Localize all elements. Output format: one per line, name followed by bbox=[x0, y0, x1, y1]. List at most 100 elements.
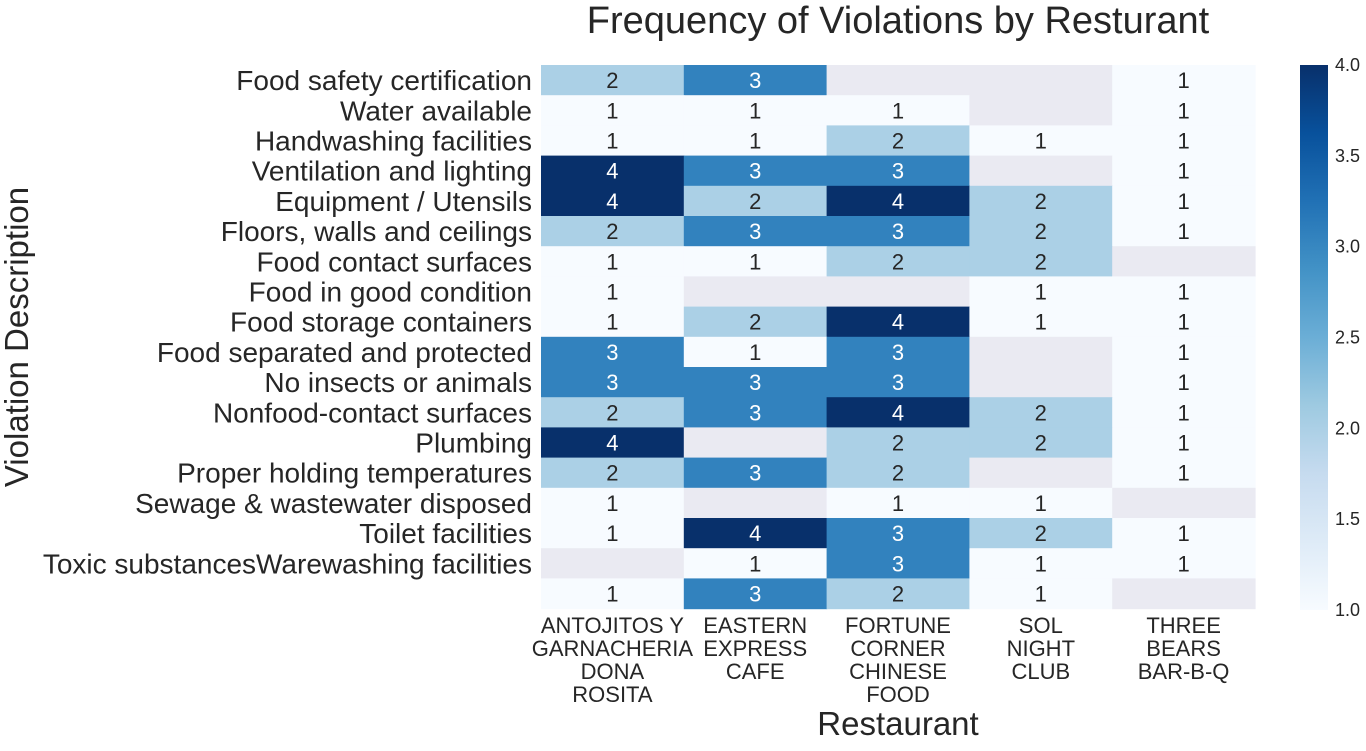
heatmap-cell bbox=[683, 155, 828, 187]
heatmap-cell bbox=[826, 216, 970, 247]
heatmap-cell bbox=[969, 367, 1113, 398]
colorbar-tick-label: 1.0 bbox=[1335, 600, 1360, 620]
cell-value-label: 1 bbox=[1177, 461, 1189, 486]
cell-value-label: 1 bbox=[1177, 129, 1189, 154]
cell-value-label: 4 bbox=[749, 521, 761, 546]
x-tick-label: EASTERN EXPRESS CAFE bbox=[703, 613, 807, 684]
cell-value-label: 3 bbox=[892, 551, 904, 576]
heatmap-cell bbox=[683, 276, 828, 308]
heatmap-cell bbox=[683, 367, 828, 398]
heatmap-cell bbox=[683, 487, 828, 519]
cell-value-label: 1 bbox=[749, 98, 761, 123]
cell-value-label: 3 bbox=[749, 582, 761, 607]
cell-value-label: 1 bbox=[606, 280, 618, 305]
heatmap-cell bbox=[969, 185, 1113, 217]
cell-value-label: 2 bbox=[749, 189, 761, 214]
y-tick-label: Toxic substancesWarewashing facilities bbox=[43, 548, 532, 579]
cell-value-label: 2 bbox=[892, 431, 904, 456]
heatmap-cell bbox=[1112, 95, 1256, 126]
heatmap-cell bbox=[683, 397, 828, 428]
cell-value-label: 1 bbox=[1177, 310, 1189, 335]
x-tick-label: SOL NIGHT CLUB bbox=[1007, 613, 1075, 684]
heatmap-cell bbox=[541, 336, 685, 368]
cell-value-label: 2 bbox=[606, 219, 618, 244]
y-tick-label: Food in good condition bbox=[249, 277, 532, 308]
heatmap-cell bbox=[683, 457, 828, 489]
heatmap-cell bbox=[826, 306, 970, 338]
heatmap-cell bbox=[969, 518, 1113, 549]
heatmap-cell bbox=[826, 65, 970, 96]
cell-value-label: 3 bbox=[749, 68, 761, 93]
cell-value-label: 1 bbox=[606, 491, 618, 516]
heatmap-cell bbox=[541, 457, 685, 489]
cell-value-label: 1 bbox=[1177, 98, 1189, 123]
heatmap-cell bbox=[683, 427, 828, 459]
cell-value-label: 3 bbox=[749, 400, 761, 425]
heatmap-cell bbox=[683, 216, 828, 247]
cell-value-label: 1 bbox=[1035, 551, 1047, 576]
heatmap-cell bbox=[541, 548, 685, 579]
heatmap-cell bbox=[969, 457, 1113, 489]
heatmap-cell bbox=[826, 397, 970, 428]
heatmap-cell bbox=[541, 427, 685, 459]
heatmap-cell bbox=[826, 548, 970, 579]
heatmap-cell bbox=[826, 125, 970, 157]
heatmap-cell bbox=[969, 306, 1113, 338]
cell-value-label: 1 bbox=[892, 98, 904, 123]
cell-value-label: 4 bbox=[892, 189, 904, 214]
cell-value-label: 3 bbox=[749, 370, 761, 395]
y-tick-label: Sewage & wastewater disposed bbox=[135, 488, 532, 519]
heatmap-cell bbox=[1112, 306, 1256, 338]
colorbar-tick-label: 3.0 bbox=[1335, 237, 1360, 257]
cell-value-label: 1 bbox=[749, 129, 761, 154]
cell-value-label: 2 bbox=[1035, 219, 1047, 244]
heatmap-cell bbox=[683, 306, 828, 338]
cell-value-label: 1 bbox=[1035, 280, 1047, 305]
heatmap-cell bbox=[826, 518, 970, 549]
heatmap-cell bbox=[826, 487, 970, 519]
cell-value-label: 3 bbox=[892, 219, 904, 244]
heatmap-cell bbox=[683, 548, 828, 579]
y-tick-label: No insects or animals bbox=[264, 367, 532, 398]
heatmap-cell bbox=[1112, 578, 1256, 610]
cell-value-label: 3 bbox=[892, 521, 904, 546]
heatmap-cell bbox=[969, 276, 1113, 308]
heatmap-cell bbox=[541, 487, 685, 519]
y-tick-label: Floors, walls and ceilings bbox=[221, 216, 532, 247]
cell-value-label: 2 bbox=[892, 129, 904, 154]
cell-value-label: 2 bbox=[1035, 400, 1047, 425]
heatmap-cell bbox=[826, 95, 970, 126]
cell-value-label: 1 bbox=[1035, 129, 1047, 154]
cell-value-label: 2 bbox=[606, 400, 618, 425]
heatmap-cell bbox=[683, 336, 828, 368]
x-tick-label: ANTOJITOS Y GARNACHERIA DONA ROSITA bbox=[532, 613, 694, 707]
cell-value-label: 4 bbox=[892, 310, 904, 335]
heatmap-cell bbox=[826, 246, 970, 277]
cell-value-label: 1 bbox=[892, 491, 904, 516]
heatmap-cell bbox=[826, 367, 970, 398]
cell-value-label: 1 bbox=[749, 249, 761, 274]
heatmap-cell bbox=[826, 336, 970, 368]
heatmap-cell bbox=[969, 487, 1113, 519]
heatmap-cell bbox=[1112, 518, 1256, 549]
heatmap-cell bbox=[1112, 246, 1256, 277]
cell-value-label: 1 bbox=[749, 551, 761, 576]
heatmap-cell bbox=[1112, 65, 1256, 96]
colorbar-tick-label: 2.0 bbox=[1335, 418, 1360, 438]
y-tick-label: Food separated and protected bbox=[157, 337, 532, 368]
heatmap-cell bbox=[683, 246, 828, 277]
cell-value-label: 1 bbox=[1035, 582, 1047, 607]
heatmap-cell bbox=[541, 276, 685, 308]
cell-value-label: 1 bbox=[1177, 219, 1189, 244]
heatmap-cell bbox=[683, 65, 828, 96]
y-tick-label: Toilet facilities bbox=[359, 518, 532, 549]
cell-value-label: 1 bbox=[1177, 280, 1189, 305]
y-tick-label: Food safety certification bbox=[236, 65, 532, 96]
cell-value-label: 4 bbox=[606, 431, 618, 456]
cell-value-label: 1 bbox=[1177, 431, 1189, 456]
y-tick-label: Plumbing bbox=[415, 428, 532, 459]
heatmap-cell bbox=[683, 518, 828, 549]
